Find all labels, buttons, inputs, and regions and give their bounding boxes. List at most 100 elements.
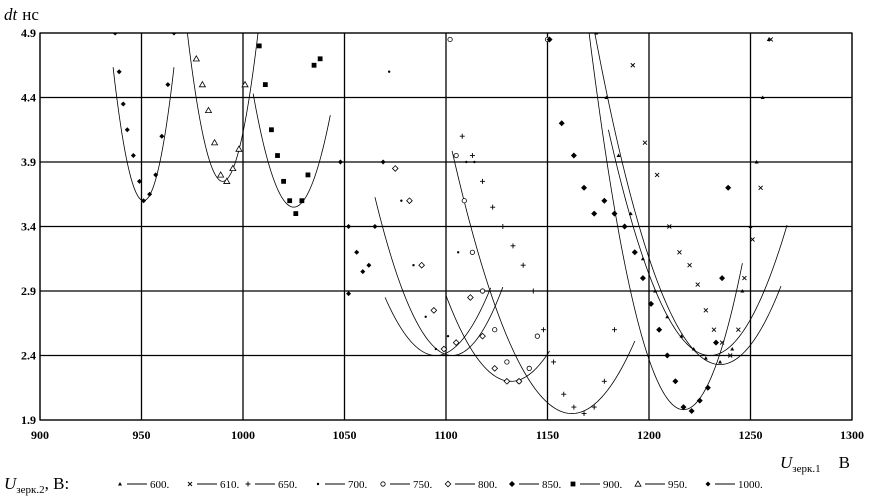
data-point	[198, 80, 207, 88]
data-point	[262, 82, 268, 87]
fit-curve	[445, 295, 550, 382]
data-point	[691, 347, 696, 351]
data-point	[479, 288, 486, 294]
fit-curve	[252, 93, 331, 208]
data-point	[727, 353, 733, 358]
data-point	[287, 198, 293, 204]
legend-marker	[245, 481, 251, 487]
legend-entry: 850.	[509, 479, 562, 491]
data-point	[666, 224, 672, 229]
data-point	[621, 223, 628, 230]
legend-label: 800.	[478, 479, 498, 491]
legend-entry: 610.	[187, 479, 240, 491]
plot-frame	[39, 32, 853, 421]
data-point	[210, 138, 219, 146]
data-point	[469, 153, 475, 159]
legend-marker	[187, 481, 193, 487]
data-point	[653, 289, 658, 293]
fit-curve	[374, 197, 504, 356]
x-tick-label: 1150	[536, 428, 559, 442]
data-point	[736, 327, 741, 333]
legend-label: 1000.	[738, 479, 763, 491]
data-point	[120, 101, 126, 107]
data-point	[130, 153, 136, 159]
data-point	[558, 120, 565, 127]
y-tick-label: 4.4	[21, 91, 36, 105]
x-axis-label-sub: зерк.1	[792, 463, 820, 475]
data-point	[601, 197, 608, 204]
data-point	[703, 308, 709, 313]
legend-marker	[118, 482, 122, 486]
data-point	[679, 334, 684, 338]
x-tick-label: 1250	[739, 428, 763, 442]
tick-labels: 900 950 1000 1050 1100 1150 1200 1250 1300 1.9 2.4…	[21, 26, 864, 442]
data-point	[503, 377, 511, 385]
data-point	[434, 347, 438, 351]
data-point	[561, 391, 567, 397]
legend-entry: 600.	[118, 479, 170, 491]
data-point	[204, 106, 213, 113]
data-point	[459, 133, 465, 139]
data-point	[479, 332, 486, 340]
data-point	[480, 178, 486, 184]
legend-label: 900.	[603, 479, 623, 491]
data-point	[447, 36, 453, 43]
x-axis-label: Uзерк.1 В	[780, 453, 850, 475]
data-point	[346, 224, 352, 229]
data-point	[452, 339, 460, 346]
data-point	[366, 262, 372, 268]
data-point	[235, 145, 243, 152]
data-point	[704, 384, 711, 391]
data-point	[656, 326, 663, 333]
data-point	[581, 411, 587, 417]
legend-entry: 650.	[245, 479, 298, 491]
data-point	[611, 327, 617, 333]
data-point	[275, 153, 280, 158]
data-point	[640, 256, 645, 261]
legend-marker	[316, 482, 320, 486]
data-point	[665, 314, 670, 319]
legend-entry: 700.	[316, 479, 368, 491]
data-point	[750, 237, 755, 242]
data-point	[281, 178, 286, 184]
data-point	[680, 404, 687, 411]
data-point	[758, 185, 763, 191]
data-point	[748, 224, 753, 228]
legend-label: 750.	[413, 479, 433, 491]
data-point	[719, 275, 726, 282]
data-point	[317, 56, 323, 62]
data-point	[293, 211, 299, 216]
data-point	[380, 159, 386, 165]
data-point	[696, 397, 703, 404]
data-point	[159, 133, 165, 139]
data-point	[116, 69, 122, 75]
x-tick-label: 950	[133, 428, 151, 442]
data-point	[642, 140, 648, 145]
legend-label: 650.	[278, 479, 298, 491]
data-point	[165, 82, 171, 88]
data-point	[147, 191, 153, 197]
data-point	[695, 282, 701, 287]
data-point	[305, 172, 311, 178]
legend-marker	[380, 481, 386, 487]
data-point	[469, 249, 475, 255]
legend-marker	[509, 481, 515, 487]
fit-curve	[112, 67, 175, 202]
data-point	[387, 70, 391, 73]
data-point	[490, 204, 496, 210]
x-axis-label-var: U	[780, 453, 794, 472]
data-point	[492, 327, 498, 333]
legend-marker	[444, 480, 452, 488]
data-point	[631, 249, 638, 256]
data-point	[229, 164, 237, 172]
legend-marker	[570, 481, 576, 487]
data-point	[571, 404, 577, 410]
data-point	[677, 249, 682, 255]
y-axis-label-var: dt	[4, 5, 19, 24]
x-tick-label: 1200	[637, 428, 661, 442]
data-point	[461, 198, 467, 204]
legend-entry: 800.	[444, 479, 498, 491]
data-point	[581, 184, 588, 191]
data-point	[453, 152, 459, 159]
